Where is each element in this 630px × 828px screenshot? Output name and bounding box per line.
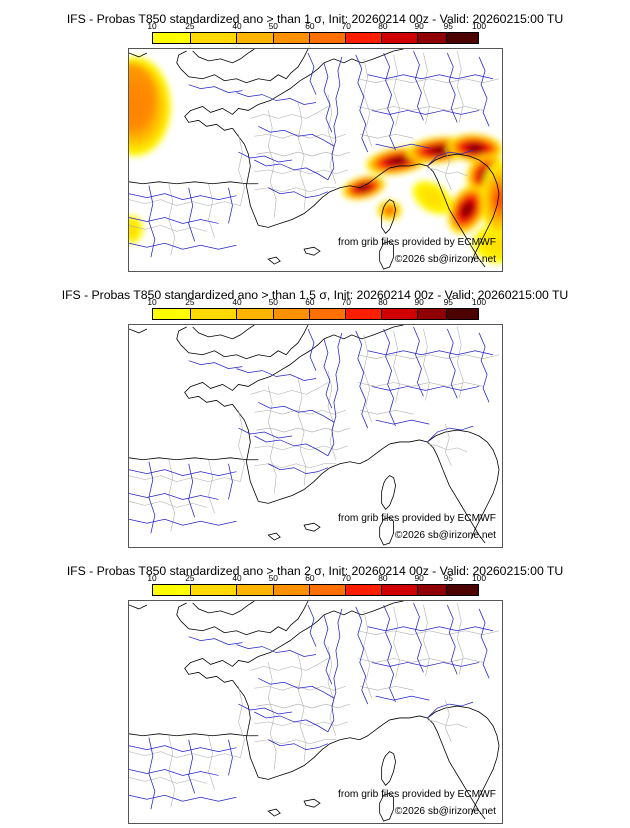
colorbar-segment: [237, 33, 274, 43]
colorbar-segment: [382, 309, 419, 319]
colorbar-tick: 90: [414, 21, 424, 31]
panel-1-title: IFS - Probas T850 standardized ano > tha…: [66, 12, 564, 26]
colorbar-segment: [309, 33, 346, 43]
colorbar-tick: 60: [305, 21, 315, 31]
panel-3-title: IFS - Probas T850 standardized ano > tha…: [66, 564, 564, 578]
panel-3-colorbar: 10 25 40 50 60 70 80 90 95 100: [147, 572, 486, 598]
colorbar-tick: 95: [443, 297, 453, 307]
colorbar-tick: 80: [378, 573, 388, 583]
colorbar-tick: 70: [341, 573, 351, 583]
map-panel-3: IFS - Probas T850 standardized ano > tha…: [0, 552, 630, 828]
ecmwf-credit: from grib files provided by ECMWF: [338, 513, 496, 524]
colorbar-gradient: [152, 584, 479, 596]
colorbar-gradient: [152, 32, 479, 44]
map-area-2: from grib files provided by ECMWF ©2026 …: [128, 324, 503, 548]
colorbar-tick: 80: [378, 21, 388, 31]
colorbar-tick: 50: [268, 21, 278, 31]
colorbar-segment: [418, 585, 448, 595]
colorbar-segment: [382, 585, 419, 595]
colorbar-segment: [447, 33, 478, 43]
rivers: [129, 50, 494, 258]
colorbar-ticks: 10 25 40 50 60 70 80 90 95 100: [147, 20, 486, 32]
colorbar-tick: 100: [472, 297, 486, 307]
colorbar-tick: 95: [443, 573, 453, 583]
colorbar-segment: [346, 585, 383, 595]
colorbar-tick: 50: [268, 573, 278, 583]
colorbar-tick: 25: [185, 21, 195, 31]
colorbar-segment: [346, 33, 383, 43]
colorbar-segment: [273, 33, 310, 43]
colorbar-tick: 10: [147, 573, 157, 583]
colorbar-tick: 90: [414, 573, 424, 583]
colorbar-tick: 60: [305, 573, 315, 583]
colorbar-tick: 100: [472, 573, 486, 583]
ecmwf-credit: from grib files provided by ECMWF: [338, 789, 496, 800]
colorbar-tick: 25: [185, 573, 195, 583]
map-panel-1: IFS - Probas T850 standardized ano > tha…: [0, 0, 630, 276]
colorbar-segment: [273, 309, 310, 319]
coastlines: [129, 49, 500, 270]
colorbar-segment: [190, 33, 238, 43]
colorbar-tick: 40: [232, 297, 242, 307]
coastlines: [129, 601, 500, 822]
colorbar-segment: [309, 585, 346, 595]
rivers: [129, 326, 494, 534]
colorbar-segment: [346, 309, 383, 319]
colorbar-segment: [447, 309, 478, 319]
colorbar-tick: 70: [341, 297, 351, 307]
panel-1-colorbar: 10 25 40 50 60 70 80 90 95 100: [147, 20, 486, 46]
colorbar-segment: [273, 585, 310, 595]
map-area-3: from grib files provided by ECMWF ©2026 …: [128, 600, 503, 824]
copyright-credit: ©2026 sb@irizone.net: [394, 806, 496, 817]
colorbar-tick: 80: [378, 297, 388, 307]
coastlines: [129, 325, 500, 546]
colorbar-segment: [418, 309, 448, 319]
colorbar-segment: [447, 585, 478, 595]
rivers: [129, 602, 494, 810]
map-panel-2: IFS - Probas T850 standardized ano > tha…: [0, 276, 630, 552]
colorbar-segment: [153, 585, 191, 595]
colorbar-tick: 10: [147, 21, 157, 31]
probability-field: [129, 56, 502, 264]
colorbar-segment: [153, 309, 191, 319]
colorbar-tick: 90: [414, 297, 424, 307]
colorbar-segment: [418, 33, 448, 43]
colorbar-tick: 100: [472, 21, 486, 31]
colorbar-gradient: [152, 308, 479, 320]
panel-2-title: IFS - Probas T850 standardized ano > tha…: [61, 288, 569, 302]
colorbar-segment: [382, 33, 419, 43]
colorbar-ticks: 10 25 40 50 60 70 80 90 95 100: [147, 572, 486, 584]
ecmwf-credit: from grib files provided by ECMWF: [338, 237, 496, 248]
colorbar-tick: 95: [443, 21, 453, 31]
colorbar-tick: 40: [232, 573, 242, 583]
admin-borders: [129, 326, 500, 532]
colorbar-segment: [190, 309, 238, 319]
colorbar-tick: 40: [232, 21, 242, 31]
colorbar-segment: [237, 585, 274, 595]
colorbar-segment: [153, 33, 191, 43]
map-graphic-3: [129, 601, 500, 822]
colorbar-ticks: 10 25 40 50 60 70 80 90 95 100: [147, 296, 486, 308]
map-graphic-2: [129, 325, 500, 546]
colorbar-tick: 70: [341, 21, 351, 31]
copyright-credit: ©2026 sb@irizone.net: [394, 254, 496, 265]
colorbar-tick: 25: [185, 297, 195, 307]
panel-2-colorbar: 10 25 40 50 60 70 80 90 95 100: [147, 296, 486, 322]
colorbar-tick: 50: [268, 297, 278, 307]
map-area-1: from grib files provided by ECMWF ©2026 …: [128, 48, 503, 272]
colorbar-tick: 60: [305, 297, 315, 307]
map-graphic-1: [129, 49, 502, 270]
copyright-credit: ©2026 sb@irizone.net: [394, 530, 496, 541]
colorbar-segment: [237, 309, 274, 319]
admin-borders: [129, 602, 500, 808]
colorbar-segment: [190, 585, 238, 595]
colorbar-tick: 10: [147, 297, 157, 307]
colorbar-segment: [309, 309, 346, 319]
